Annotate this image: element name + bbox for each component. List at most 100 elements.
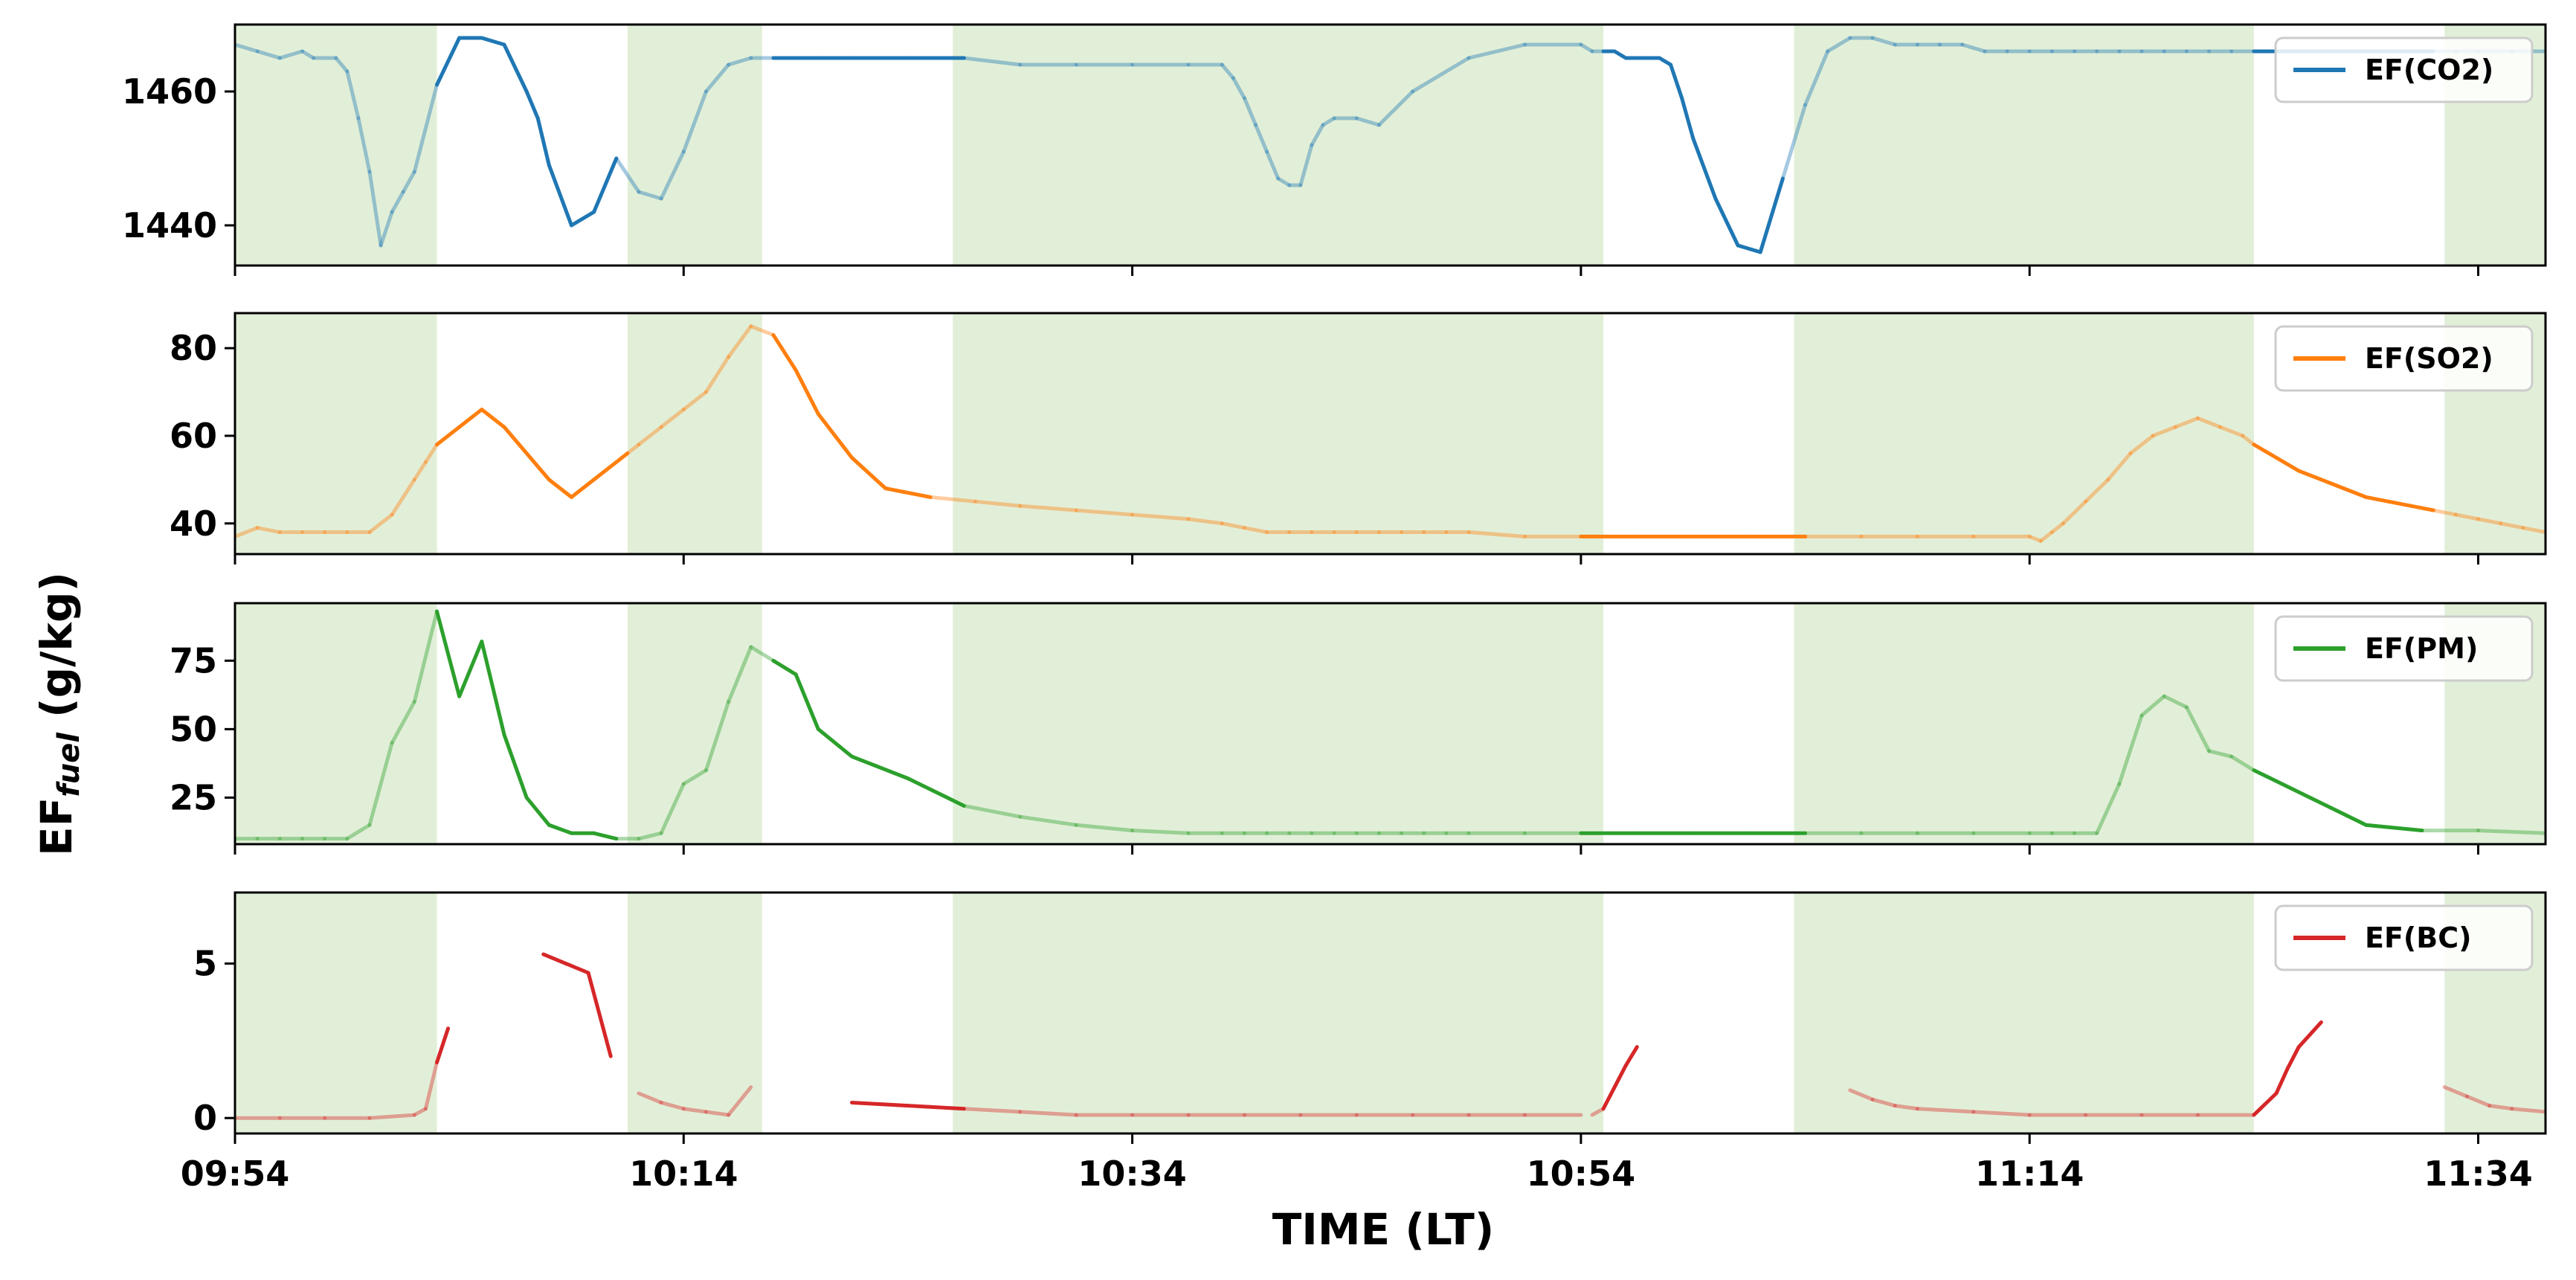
line-segment (1848, 1088, 1875, 1101)
line-segment (2476, 517, 2503, 526)
line-segment (1186, 517, 1224, 526)
shaded-band-3 (953, 313, 1604, 554)
line-segment (502, 425, 529, 456)
line-segment (547, 163, 573, 228)
shaded-band-2 (627, 603, 762, 844)
line-segment (1074, 508, 1135, 517)
line-segment (502, 733, 529, 800)
shaded-band-2 (627, 313, 762, 554)
line-segment (637, 425, 663, 447)
line-segment (2207, 749, 2234, 759)
line-segment (586, 971, 613, 1058)
line-segment (749, 645, 776, 663)
line-segment (1736, 243, 1762, 254)
line-segment (1960, 42, 1987, 54)
legend-label: EF(CO2) (2365, 54, 2493, 86)
line-segment (727, 56, 753, 67)
panel-2: 40 60 80 EF(SO2) (170, 312, 2547, 565)
shaded-band-1 (235, 25, 437, 266)
line-segment (1601, 1085, 1617, 1111)
line-segment (2464, 1094, 2492, 1108)
x-axis: 09:54 10:14 10:34 10:54 11:14 11:34 (181, 1154, 2533, 1194)
line-segment (379, 210, 394, 248)
line-segment (749, 324, 776, 337)
line-segment (1612, 49, 1628, 60)
series-line (235, 952, 2546, 1120)
line-segment (390, 190, 405, 214)
legend-box (2274, 36, 2534, 103)
line-segment (1411, 56, 1471, 94)
shaded-band-1 (235, 893, 437, 1133)
line-segment (434, 609, 462, 698)
y-tick-label: 50 (170, 709, 217, 749)
line-segment (367, 1113, 416, 1120)
line-segment (2162, 694, 2189, 710)
plot-frame (234, 312, 2547, 556)
legend: EF(PM) (2274, 615, 2534, 682)
line-segment (1231, 76, 1246, 100)
line-segment (771, 332, 798, 373)
line-segment (1130, 512, 1191, 521)
line-segment (423, 1060, 439, 1111)
legend-label: EF(PM) (2365, 632, 2478, 665)
line-segment (446, 425, 462, 438)
line-segment (1870, 36, 1897, 47)
line-segment (659, 408, 686, 429)
line-segment (771, 658, 798, 677)
line-segment (1220, 62, 1235, 80)
line-segment (2319, 477, 2346, 491)
plot-frame (234, 23, 2547, 267)
line-segment (1130, 829, 1191, 835)
x-tick-label: 11:14 (1975, 1154, 2084, 1194)
line-segment (681, 89, 708, 154)
line-segment (277, 49, 304, 60)
line-segment (390, 477, 416, 517)
line-segment (883, 486, 933, 499)
line-segment (345, 69, 361, 120)
line-segment (255, 526, 282, 535)
line-segment (412, 460, 428, 482)
line-segment (564, 962, 590, 975)
line-segment (637, 190, 663, 201)
line-segment (2027, 534, 2043, 543)
line-segment (727, 324, 753, 359)
line-segment (434, 434, 451, 447)
line-segment (1713, 196, 1740, 248)
line-segment (2409, 504, 2435, 512)
line-segment (2499, 521, 2525, 530)
shaded-band-4 (1794, 313, 2254, 554)
line-segment (412, 83, 439, 174)
line-segment (2476, 829, 2546, 835)
line-segment (592, 460, 619, 482)
line-segment (367, 512, 394, 535)
line-segment (480, 640, 506, 737)
line-segment (928, 495, 977, 504)
shaded-band-2 (627, 893, 762, 1133)
line-segment (434, 1026, 451, 1064)
line-segment (2342, 486, 2369, 499)
line-segment (1242, 526, 1269, 535)
line-segment (816, 727, 854, 759)
line-segment (569, 477, 596, 499)
legend-box (2274, 615, 2534, 682)
y-axis-label-main: EF (31, 797, 82, 856)
line-segment (1657, 56, 1673, 67)
line-segment (412, 609, 439, 704)
line-segment (2095, 782, 2122, 835)
y-axis-label: EFfuel (g/kg) (31, 572, 86, 856)
line-segment (457, 408, 484, 429)
y-tick-label: 80 (170, 328, 217, 368)
line-segment (625, 443, 641, 456)
line-segment (1265, 149, 1281, 181)
line-segment (816, 411, 854, 460)
line-segment (2061, 499, 2088, 526)
y-tick-label: 0 (193, 1098, 217, 1138)
line-segment (1466, 42, 1527, 60)
y-tick-label: 1440 (122, 205, 217, 245)
panel-3: 25 50 75 EF(PM) (170, 602, 2547, 855)
line-segment (367, 741, 394, 827)
line-segment (659, 782, 686, 835)
line-segment (2049, 521, 2065, 535)
line-segment (2117, 713, 2144, 786)
